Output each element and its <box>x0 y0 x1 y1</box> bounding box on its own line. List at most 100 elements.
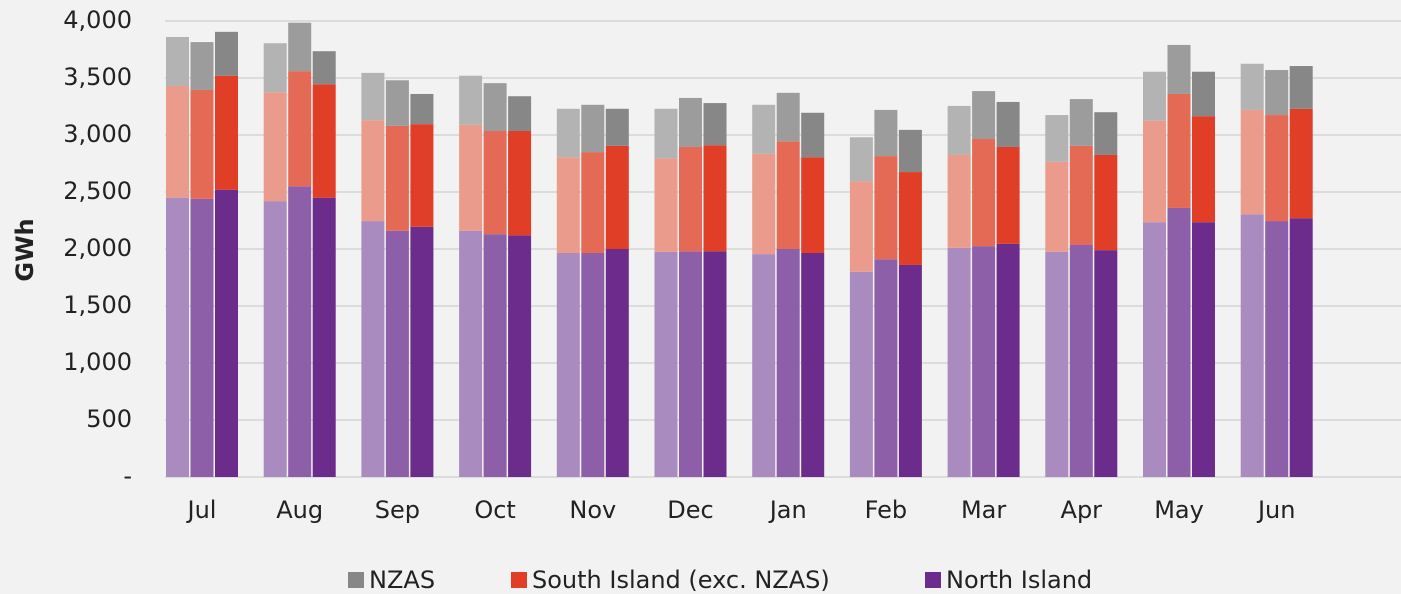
bar-segment <box>972 246 996 477</box>
y-axis-label: GWh <box>11 218 39 281</box>
bar-segment <box>996 146 1020 244</box>
bar-segment <box>215 75 238 190</box>
bar-segment <box>801 252 825 477</box>
bar-segment <box>215 189 238 477</box>
bar-segment <box>361 120 385 222</box>
bar-segment <box>1094 112 1118 155</box>
bar-segment <box>849 137 873 182</box>
bar-segment <box>459 124 483 231</box>
x-tick-label: Jun <box>1256 496 1296 524</box>
x-tick-label: Oct <box>474 496 516 524</box>
bar-segment <box>776 141 800 249</box>
bar-segment <box>654 158 678 252</box>
bar-segment <box>215 31 238 76</box>
bar-segment <box>1240 109 1264 215</box>
bar-segment <box>581 152 605 253</box>
bar-segment <box>1192 222 1215 477</box>
bar-segment <box>703 103 727 146</box>
y-tick-label: 1,000 <box>63 348 132 376</box>
x-tick-label: Jul <box>186 496 217 524</box>
bar-segment <box>385 230 409 477</box>
bar-segment <box>190 89 214 199</box>
bar-segment <box>312 84 336 198</box>
bar-segment <box>752 104 776 154</box>
bar-segment <box>508 131 532 236</box>
bar-segment <box>1265 115 1289 222</box>
legend-swatch <box>925 572 941 588</box>
bar-segment <box>654 251 678 477</box>
bar-segment <box>654 108 678 159</box>
legend-label: South Island (exc. NZAS) <box>532 566 830 594</box>
bar-segment <box>1289 108 1313 219</box>
x-tick-label: Feb <box>865 496 908 524</box>
bar-segment <box>898 129 922 173</box>
bar-segment <box>288 186 312 478</box>
bar-segment <box>410 124 434 227</box>
bar-segment <box>947 105 971 155</box>
bar-segment <box>361 221 385 477</box>
x-tick-label: Apr <box>1061 496 1103 524</box>
bar-segment <box>508 235 532 477</box>
bar-segment <box>947 154 971 248</box>
x-tick-label: Sep <box>375 496 420 524</box>
bar-segment <box>752 153 776 255</box>
bar-segment <box>312 197 336 477</box>
y-tick-label: 4,000 <box>63 6 132 34</box>
bar-segment <box>410 226 434 477</box>
bar-segment <box>679 97 702 147</box>
bar-segment <box>801 112 825 158</box>
bar-segment <box>288 71 312 187</box>
bar-segment <box>849 181 873 272</box>
bar-segment <box>1192 116 1215 223</box>
bar-segment <box>166 36 189 86</box>
bar-segment <box>459 230 483 477</box>
y-tick-label: 2,500 <box>63 177 132 205</box>
bar-segment <box>752 254 776 477</box>
bar-segment <box>898 264 922 477</box>
bar-segment <box>849 271 873 477</box>
bar-segment <box>874 259 898 477</box>
y-tick-label: 3,500 <box>63 63 132 91</box>
bar-segment <box>605 108 629 146</box>
bar-segment <box>1094 250 1118 477</box>
bar-segment <box>874 156 898 260</box>
bar-segment <box>679 251 702 477</box>
bar-segment <box>1143 120 1166 223</box>
bar-segment <box>1069 99 1093 146</box>
bar-segment <box>1069 145 1093 246</box>
bar-segment <box>1240 63 1264 110</box>
x-tick-label: Nov <box>569 496 616 524</box>
x-tick-label: Jan <box>768 496 807 524</box>
bar-segment <box>1265 221 1289 477</box>
bar-segment <box>508 96 532 132</box>
bar-segment <box>1289 66 1313 109</box>
y-tick-label: 2,000 <box>63 234 132 262</box>
legend-label: NZAS <box>369 566 435 594</box>
bar-segment <box>483 234 507 477</box>
bar-segment <box>263 92 287 202</box>
bar-segment <box>1045 251 1069 477</box>
y-tick-label: - <box>123 462 132 490</box>
bar-segment <box>1289 218 1313 477</box>
bar-segment <box>166 85 189 198</box>
bar-segment <box>556 108 580 158</box>
x-tick-label: May <box>1154 496 1204 524</box>
y-tick-label: 500 <box>86 405 132 433</box>
bar-segment <box>1167 207 1191 477</box>
bar-segment <box>263 43 287 93</box>
y-tick-label: 3,000 <box>63 120 132 148</box>
legend-label: North Island <box>946 566 1092 594</box>
bar-segment <box>288 22 312 72</box>
bar-segment <box>459 75 483 125</box>
bar-segment <box>1167 44 1191 94</box>
bar-segment <box>1192 71 1215 117</box>
x-tick-label: Mar <box>961 496 1006 524</box>
bar-segment <box>1240 214 1264 478</box>
bar-segment <box>898 172 922 265</box>
bar-segment <box>190 42 214 90</box>
bar-segment <box>166 197 189 477</box>
bar-segment <box>776 92 800 142</box>
bar-segment <box>483 131 507 235</box>
bar-segment <box>1265 70 1289 116</box>
